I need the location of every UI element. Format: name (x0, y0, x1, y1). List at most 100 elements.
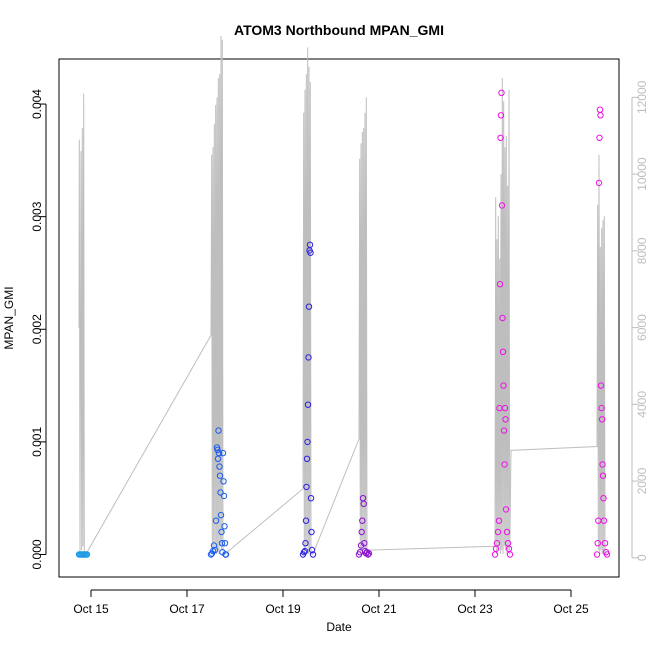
data-point (506, 551, 514, 558)
data-point (221, 540, 229, 547)
data-point (305, 303, 313, 310)
y-tick-label: 0.002 (30, 314, 44, 344)
y-tick-label: 0.001 (30, 427, 44, 457)
points-layer (75, 89, 611, 558)
data-point (219, 449, 227, 457)
data-point (598, 416, 606, 423)
data-point (210, 542, 218, 549)
data-point (491, 551, 499, 558)
chart-title: ATOM3 Northbound MPAN_GMI (234, 22, 444, 38)
data-point (212, 517, 220, 524)
data-point (216, 472, 224, 479)
x-tick-label: Oct 25 (553, 602, 589, 616)
data-point (503, 528, 511, 536)
data-point (500, 382, 507, 389)
data-point (361, 540, 368, 547)
data-point (498, 89, 505, 97)
data-point (594, 540, 601, 547)
series-0 (75, 551, 91, 558)
data-point (599, 461, 606, 468)
data-point (305, 354, 312, 361)
data-point (303, 455, 311, 462)
data-point (359, 517, 366, 524)
x-axis: Oct 15 Oct 17 Oct 19 Oct 21 Oct 23 Oct 25 (73, 589, 589, 616)
y2-tick-label: 6000 (635, 314, 649, 341)
data-point (498, 202, 506, 209)
data-point (502, 506, 510, 513)
data-point (215, 449, 223, 457)
data-point (499, 348, 507, 355)
data-point (220, 478, 227, 485)
y2-tick-label: 8000 (635, 237, 649, 264)
data-point (365, 550, 373, 557)
data-point (302, 517, 310, 524)
data-point (218, 528, 225, 536)
data-point (495, 517, 503, 524)
series-5 (593, 106, 611, 558)
data-point (216, 463, 223, 470)
series-3 (355, 495, 373, 558)
y2-tick-label: 12000 (635, 80, 649, 114)
x-tick-label: Oct 21 (361, 602, 397, 616)
data-point (497, 112, 505, 119)
data-point (220, 492, 228, 500)
data-point (593, 551, 601, 558)
data-point (217, 511, 225, 519)
data-point (499, 314, 506, 322)
data-point (306, 241, 314, 249)
data-point (360, 500, 367, 507)
y-axis-label: MPAN_GMI (2, 286, 16, 349)
data-point (307, 249, 314, 256)
secondary-line (78, 35, 607, 555)
data-point (221, 523, 228, 530)
data-point (502, 416, 509, 423)
y-tick-label: 0.003 (30, 201, 44, 231)
y-tick-label: 0.004 (30, 89, 44, 119)
series-1 (207, 427, 230, 558)
data-point (600, 495, 607, 502)
data-point (358, 528, 365, 536)
data-point (83, 551, 91, 558)
data-point (599, 472, 607, 479)
y2-tick-label: 0 (635, 554, 649, 561)
secondary-line-layer (78, 35, 607, 555)
data-point (215, 427, 222, 434)
data-point (304, 401, 312, 408)
data-point (364, 551, 372, 558)
data-point (214, 446, 221, 453)
data-point (218, 540, 226, 547)
data-point (597, 112, 604, 119)
data-point (211, 546, 219, 554)
data-point (304, 438, 311, 446)
data-point (603, 551, 611, 558)
data-point (496, 281, 504, 288)
y2-tick-label: 4000 (635, 391, 649, 418)
data-point (308, 528, 315, 536)
data-point (303, 483, 310, 491)
data-point (222, 551, 230, 558)
data-point (207, 551, 215, 558)
data-point (307, 495, 315, 502)
x-tick-label: Oct 17 (169, 602, 205, 616)
y2-tick-label: 10000 (635, 157, 649, 191)
y2-axis: 0 2000 4000 6000 8000 10000 12000 (631, 80, 649, 561)
data-point (493, 540, 501, 547)
data-point (598, 404, 605, 412)
x-tick-label: Oct 23 (457, 602, 493, 616)
data-point (596, 134, 603, 142)
data-point (596, 106, 604, 113)
data-point (595, 179, 603, 187)
y-tick-label: 0.000 (30, 539, 44, 569)
data-point (500, 427, 508, 434)
x-tick-label: Oct 19 (265, 602, 301, 616)
series-2 (299, 241, 317, 558)
data-point (302, 540, 309, 547)
data-point (309, 551, 317, 558)
data-point (600, 517, 608, 524)
data-point (301, 547, 309, 555)
data-point (501, 461, 508, 468)
data-point (308, 546, 316, 554)
data-point (501, 404, 509, 412)
data-point (217, 489, 224, 496)
